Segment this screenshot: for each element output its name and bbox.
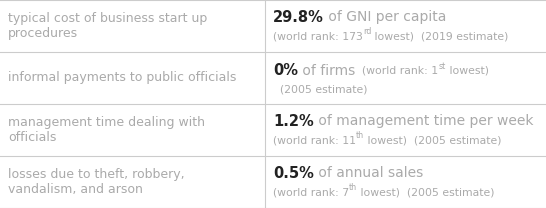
- Text: (world rank: 11: (world rank: 11: [273, 135, 356, 145]
- Text: lowest)  (2005 estimate): lowest) (2005 estimate): [357, 187, 495, 197]
- Text: 29.8%: 29.8%: [273, 10, 324, 25]
- Text: 0%: 0%: [273, 63, 298, 78]
- Text: (2005 estimate): (2005 estimate): [273, 84, 367, 94]
- Text: 1.2%: 1.2%: [273, 114, 314, 129]
- Text: (world rank: 7: (world rank: 7: [273, 187, 349, 197]
- Text: 0.5%: 0.5%: [273, 166, 314, 181]
- Text: st: st: [438, 62, 446, 71]
- Text: losses due to theft, robbery,
vandalism, and arson: losses due to theft, robbery, vandalism,…: [8, 168, 185, 196]
- Text: of firms: of firms: [298, 64, 355, 78]
- Text: management time dealing with
officials: management time dealing with officials: [8, 116, 205, 144]
- Text: th: th: [356, 131, 364, 140]
- Text: th: th: [349, 183, 357, 192]
- Text: (world rank: 1: (world rank: 1: [355, 66, 438, 76]
- Text: of GNI per capita: of GNI per capita: [324, 10, 446, 24]
- Text: lowest)  (2019 estimate): lowest) (2019 estimate): [371, 31, 509, 41]
- Text: of management time per week: of management time per week: [314, 114, 533, 128]
- Text: typical cost of business start up
procedures: typical cost of business start up proced…: [8, 12, 207, 40]
- Text: rd: rd: [363, 27, 371, 36]
- Text: informal payments to public officials: informal payments to public officials: [8, 72, 236, 84]
- Text: (world rank: 173: (world rank: 173: [273, 31, 363, 41]
- Text: lowest)  (2005 estimate): lowest) (2005 estimate): [364, 135, 502, 145]
- Text: of annual sales: of annual sales: [314, 166, 423, 180]
- Text: lowest): lowest): [446, 66, 489, 76]
